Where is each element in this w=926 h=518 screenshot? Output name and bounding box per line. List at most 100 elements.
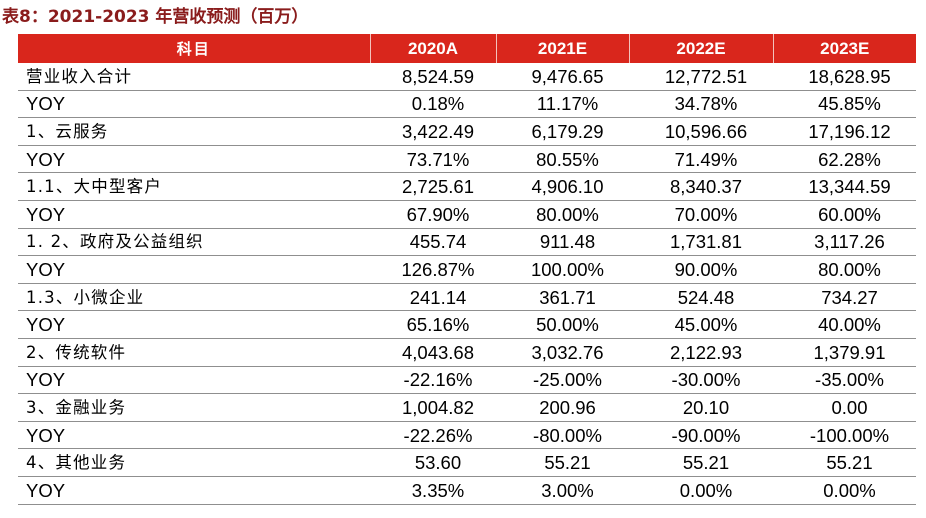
row-label: 1.1、大中型客户 bbox=[18, 172, 370, 201]
table-row: 1.1、大中型客户 2,725.61 4,906.10 8,340.37 13,344.… bbox=[18, 172, 916, 201]
table-cell: 55.21 bbox=[773, 448, 916, 477]
table-cell: 4,043.68 bbox=[370, 338, 496, 367]
table-cell: 17,196.12 bbox=[773, 117, 916, 146]
header-row: 科目 2020A 2021E 2022E 2023E bbox=[18, 34, 916, 63]
row-label: YOY bbox=[18, 366, 370, 395]
table-cell: 3,422.49 bbox=[370, 117, 496, 146]
table-cell: -100.00% bbox=[773, 421, 916, 450]
table-cell: 9,476.65 bbox=[496, 63, 629, 91]
header-cell-2022e: 2022E bbox=[629, 34, 774, 63]
table-cell: 12,772.51 bbox=[629, 63, 773, 91]
row-label: YOY bbox=[18, 421, 370, 450]
table-cell: 0.00% bbox=[629, 476, 773, 505]
table-cell: 2,122.93 bbox=[629, 338, 773, 367]
row-label: YOY bbox=[18, 200, 370, 229]
table-cell: -22.26% bbox=[370, 421, 496, 450]
table-cell: 8,524.59 bbox=[370, 63, 496, 91]
row-label: YOY bbox=[18, 255, 370, 284]
table-cell: 911.48 bbox=[496, 228, 629, 257]
table-cell: 0.00 bbox=[773, 393, 916, 422]
table-row: YOY 3.35% 3.00% 0.00% 0.00% bbox=[18, 476, 916, 505]
table-cell: 200.96 bbox=[496, 393, 629, 422]
table-row: 4、其他业务 53.60 55.21 55.21 55.21 bbox=[18, 448, 916, 477]
table-cell: 45.00% bbox=[629, 310, 773, 339]
table-cell: 6,179.29 bbox=[496, 117, 629, 146]
table-cell: 70.00% bbox=[629, 200, 773, 229]
table-cell: 3.00% bbox=[496, 476, 629, 505]
table-cell: 4,906.10 bbox=[496, 172, 629, 201]
table-cell: 126.87% bbox=[370, 255, 496, 284]
table-cell: 50.00% bbox=[496, 310, 629, 339]
table-cell: 55.21 bbox=[629, 448, 773, 477]
table-row: 3、金融业务 1,004.82 200.96 20.10 0.00 bbox=[18, 393, 916, 422]
table-cell: 241.14 bbox=[370, 283, 496, 312]
revenue-forecast-table: 科目 2020A 2021E 2022E 2023E 营业收入合计 8,524.5… bbox=[18, 34, 916, 505]
table-cell: 73.71% bbox=[370, 145, 496, 174]
table-cell: 10,596.66 bbox=[629, 117, 773, 146]
table-cell: -80.00% bbox=[496, 421, 629, 450]
table-cell: 80.00% bbox=[773, 255, 916, 284]
row-label: YOY bbox=[18, 90, 370, 119]
row-label: 1. 2、政府及公益组织 bbox=[18, 228, 370, 257]
table-row: 2、传统软件 4,043.68 3,032.76 2,122.93 1,379.91 bbox=[18, 338, 916, 367]
table-row: 1. 2、政府及公益组织 455.74 911.48 1,731.81 3,117.26 bbox=[18, 228, 916, 257]
header-cell-2020a: 2020A bbox=[370, 34, 497, 63]
table-cell: 18,628.95 bbox=[773, 63, 916, 91]
table-cell: 524.48 bbox=[629, 283, 773, 312]
table-cell: 53.60 bbox=[370, 448, 496, 477]
table-cell: 20.10 bbox=[629, 393, 773, 422]
table-row: YOY 126.87% 100.00% 90.00% 80.00% bbox=[18, 255, 916, 284]
table-cell: 100.00% bbox=[496, 255, 629, 284]
table-cell: 1,004.82 bbox=[370, 393, 496, 422]
table-cell: 3,117.26 bbox=[773, 228, 916, 257]
table-row: 1、云服务 3,422.49 6,179.29 10,596.66 17,196.12 bbox=[18, 117, 916, 146]
row-label: YOY bbox=[18, 145, 370, 174]
table-cell: 62.28% bbox=[773, 145, 916, 174]
table-row: YOY 65.16% 50.00% 45.00% 40.00% bbox=[18, 310, 916, 339]
table-cell: 13,344.59 bbox=[773, 172, 916, 201]
table-cell: 0.00% bbox=[773, 476, 916, 505]
table-row: YOY 67.90% 80.00% 70.00% 60.00% bbox=[18, 200, 916, 229]
table-title: 表8：2021-2023 年营收预测（百万） bbox=[2, 7, 309, 27]
table-cell: -22.16% bbox=[370, 366, 496, 395]
header-cell-2021e: 2021E bbox=[496, 34, 630, 63]
table-cell: 65.16% bbox=[370, 310, 496, 339]
table-cell: 455.74 bbox=[370, 228, 496, 257]
table-cell: 734.27 bbox=[773, 283, 916, 312]
table-cell: 11.17% bbox=[496, 90, 629, 119]
table-cell: 8,340.37 bbox=[629, 172, 773, 201]
table-cell: 60.00% bbox=[773, 200, 916, 229]
row-label: 1、云服务 bbox=[18, 117, 370, 146]
table-row: 营业收入合计 8,524.59 9,476.65 12,772.51 18,628.95 bbox=[18, 63, 916, 91]
table-cell: 71.49% bbox=[629, 145, 773, 174]
header-cell-subject: 科目 bbox=[18, 34, 371, 63]
table-cell: 80.55% bbox=[496, 145, 629, 174]
table-cell: 0.18% bbox=[370, 90, 496, 119]
table-cell: 34.78% bbox=[629, 90, 773, 119]
row-label: 营业收入合计 bbox=[18, 63, 370, 91]
table-cell: -25.00% bbox=[496, 366, 629, 395]
table-cell: 90.00% bbox=[629, 255, 773, 284]
table-row: 1.3、小微企业 241.14 361.71 524.48 734.27 bbox=[18, 283, 916, 312]
table-row: YOY 73.71% 80.55% 71.49% 62.28% bbox=[18, 145, 916, 174]
table-cell: 361.71 bbox=[496, 283, 629, 312]
table-cell: 80.00% bbox=[496, 200, 629, 229]
table-header: 科目 2020A 2021E 2022E 2023E bbox=[18, 34, 916, 63]
header-cell-2023e: 2023E bbox=[773, 34, 916, 63]
table-cell: -90.00% bbox=[629, 421, 773, 450]
row-label: 2、传统软件 bbox=[18, 338, 370, 367]
table-body: 营业收入合计 8,524.59 9,476.65 12,772.51 18,628.95… bbox=[18, 63, 916, 505]
table-cell: 1,379.91 bbox=[773, 338, 916, 367]
table-row: YOY -22.26% -80.00% -90.00% -100.00% bbox=[18, 421, 916, 450]
row-label: 1.3、小微企业 bbox=[18, 283, 370, 312]
table-cell: 45.85% bbox=[773, 90, 916, 119]
row-label: YOY bbox=[18, 476, 370, 505]
table-cell: -35.00% bbox=[773, 366, 916, 395]
table-cell: 3.35% bbox=[370, 476, 496, 505]
row-label: YOY bbox=[18, 310, 370, 339]
table-row: YOY 0.18% 11.17% 34.78% 45.85% bbox=[18, 90, 916, 119]
table-cell: 1,731.81 bbox=[629, 228, 773, 257]
table-cell: 67.90% bbox=[370, 200, 496, 229]
table-cell: 3,032.76 bbox=[496, 338, 629, 367]
table-cell: 2,725.61 bbox=[370, 172, 496, 201]
